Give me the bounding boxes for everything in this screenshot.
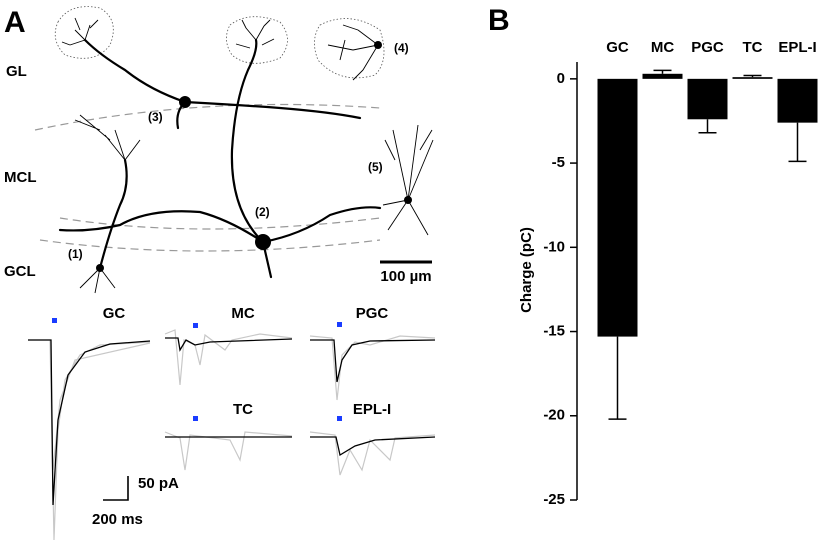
neuron-4 [327,24,379,81]
stimulus [193,416,198,421]
trace-label: MC [231,305,254,322]
cell-number: (3) [148,110,163,124]
neuron-1 [98,158,128,270]
trace-mean [165,337,293,352]
trace-trials [309,335,436,401]
y-tick-label: -15 [543,323,565,340]
soma [404,196,412,204]
trace-mean [310,339,436,383]
layer-boundary [59,217,381,230]
stimulus [193,323,198,328]
y-tick-label: -25 [543,491,565,508]
scale-label: 50 pA [138,475,179,492]
y-axis-title: Charge (pC) [518,227,535,313]
category-label: TC [743,39,763,56]
trace-trials [164,329,293,386]
category-label: GC [606,39,629,56]
bar [642,73,683,79]
layer-label: MCL [4,169,37,186]
soma [255,234,271,250]
dendrite [61,17,99,46]
trace-scale-bar [103,476,129,501]
trace-trials [309,431,436,476]
layer-boundary [34,103,381,131]
trace-label: EPL-I [353,401,391,418]
y-tick-label: -5 [552,154,565,171]
soma [179,96,191,108]
category-label: PGC [691,39,724,56]
bar [777,78,818,123]
trace-label: GC [103,305,126,322]
neuron-5 [382,124,434,236]
trace-label: TC [233,401,253,418]
stimulus [337,322,342,327]
bar [597,78,638,337]
y-tick-label: 0 [557,70,565,87]
trace-mean [28,339,151,506]
dendrite [74,114,141,294]
trace-trials [164,431,293,471]
cell-number: (2) [255,205,270,219]
cell-number: (5) [368,160,383,174]
y-tick-label: -20 [543,407,565,424]
stimulus [337,416,342,421]
category-label: EPL-I [778,39,816,56]
scale-label: 200 ms [92,511,143,528]
dendrite [235,19,275,49]
neuron-2 [58,38,382,279]
layer-label: GL [6,63,27,80]
glomerulus [226,16,288,64]
soma [96,264,104,272]
panel-label: B [488,4,510,37]
bar [687,78,728,120]
cell-number: (4) [394,41,409,55]
panel-label: A [4,6,26,39]
category-label: MC [651,39,674,56]
trace-mean [310,436,436,457]
scale-label: 100 µm [380,268,431,285]
panel-a: A GL MCL GCL (1) (2) (3) (4) (5) 100 µm … [4,6,436,541]
y-tick-label: -10 [543,238,565,255]
soma [374,41,382,49]
trace-label: PGC [356,305,389,322]
glomerulus [54,6,114,59]
layer-boundary [39,239,381,252]
cell-number: (1) [68,247,83,261]
stimulus [52,318,57,323]
panel-b: B Charge (pC) 0 -5 -10 -15 -20 -25 GC MC PGC TC EP… [488,4,818,508]
layer-label: GCL [4,263,36,280]
bar [732,77,773,79]
